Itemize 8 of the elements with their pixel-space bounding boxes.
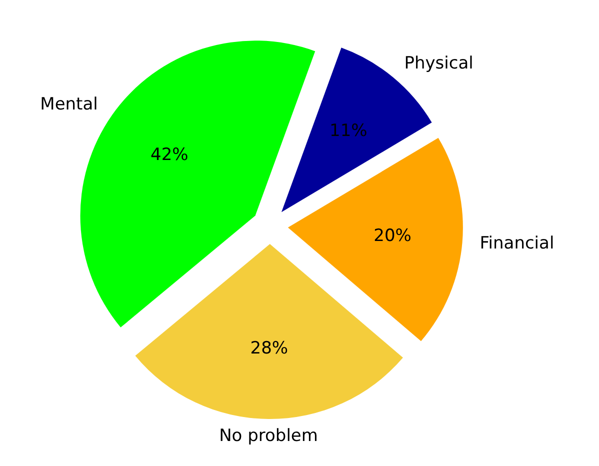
data-label: 42% [150, 144, 188, 165]
data-label: 11% [330, 120, 368, 141]
slice-label: No problem [219, 426, 318, 446]
slice-label: Mental [40, 94, 98, 114]
data-label: 20% [374, 226, 412, 246]
data-label: 28% [250, 338, 288, 359]
slice-label: Financial [480, 233, 554, 254]
slice-label: Physical [404, 53, 474, 74]
